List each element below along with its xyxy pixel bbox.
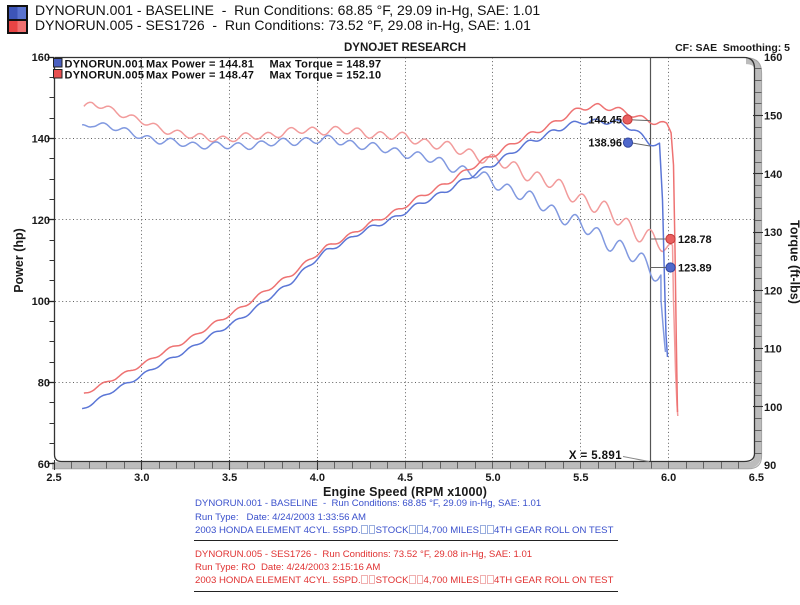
svg-text:3.5: 3.5 [222,472,237,484]
svg-text:80: 80 [38,377,50,389]
svg-text:Power (hp): Power (hp) [12,228,26,293]
svg-text:DYNORUN.005: DYNORUN.005 [65,70,145,82]
svg-text:130: 130 [764,227,782,239]
svg-text:140: 140 [32,134,50,146]
svg-text:100: 100 [764,402,782,414]
svg-text:123.89: 123.89 [678,263,712,275]
svg-text:Torque (ft-lbs): Torque (ft-lbs) [788,220,800,304]
svg-text:160: 160 [764,52,782,64]
svg-text:120: 120 [764,285,782,297]
svg-text:3.0: 3.0 [134,472,149,484]
svg-text:144.45: 144.45 [588,115,622,127]
svg-text:2.5: 2.5 [46,472,61,484]
svg-text:160: 160 [32,52,50,64]
svg-text:Engine Speed (RPM x1000): Engine Speed (RPM x1000) [323,485,487,499]
svg-text:120: 120 [32,215,50,227]
svg-text:128.78: 128.78 [678,234,712,246]
svg-text:4.5: 4.5 [398,472,413,484]
svg-text:90: 90 [764,460,776,472]
svg-text:DYNOJET RESEARCH: DYNOJET RESEARCH [344,42,466,54]
svg-text:6.5: 6.5 [749,472,764,484]
svg-text:150: 150 [764,111,782,123]
svg-text:X = 5.891: X = 5.891 [569,450,622,462]
svg-text:100: 100 [32,296,50,308]
svg-text:138.96: 138.96 [588,138,622,150]
svg-text:60: 60 [38,459,50,471]
svg-text:4.0: 4.0 [310,472,325,484]
svg-text:CF: SAE Smoothing: 5: CF: SAE Smoothing: 5 [675,42,790,54]
svg-text:Max Power = 148.47: Max Power = 148.47 [146,70,254,82]
svg-text:5.0: 5.0 [485,472,500,484]
svg-text:140: 140 [764,169,782,181]
svg-text:Max Torque = 152.10: Max Torque = 152.10 [270,70,382,82]
svg-text:110: 110 [764,344,782,356]
svg-text:6.0: 6.0 [661,472,676,484]
svg-text:5.5: 5.5 [573,472,588,484]
